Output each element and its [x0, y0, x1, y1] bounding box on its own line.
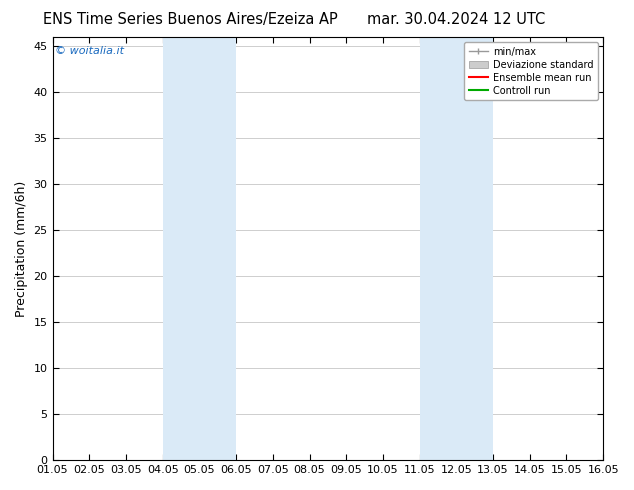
Legend: min/max, Deviazione standard, Ensemble mean run, Controll run: min/max, Deviazione standard, Ensemble m…: [464, 42, 598, 100]
Bar: [456, 37, 493, 460]
Text: © woitalia.it: © woitalia.it: [55, 46, 124, 55]
Bar: [163, 37, 199, 460]
Bar: [199, 37, 236, 460]
Y-axis label: Precipitation (mm/6h): Precipitation (mm/6h): [15, 180, 28, 317]
Text: mar. 30.04.2024 12 UTC: mar. 30.04.2024 12 UTC: [367, 12, 546, 27]
Text: ENS Time Series Buenos Aires/Ezeiza AP: ENS Time Series Buenos Aires/Ezeiza AP: [43, 12, 337, 27]
Bar: [420, 37, 456, 460]
